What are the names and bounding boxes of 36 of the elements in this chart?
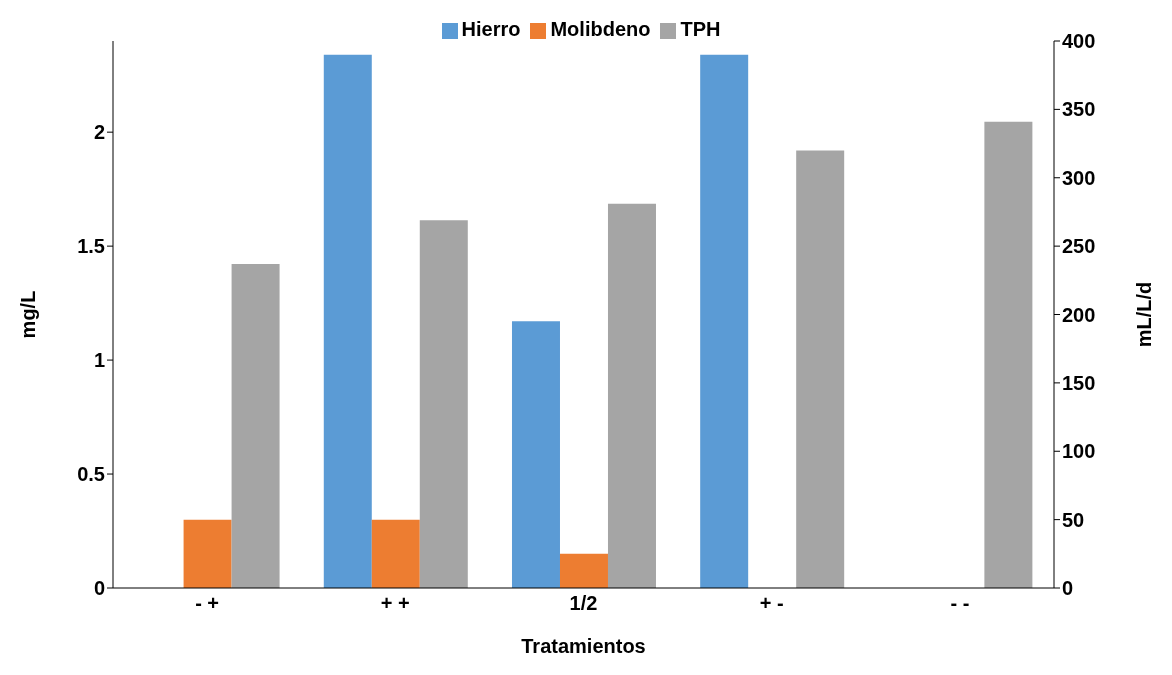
bar [231,263,280,588]
y2-tick-label: 100 [1062,440,1096,463]
x-tick-label: - + [195,592,220,615]
x-tick-label: + + [380,592,410,615]
legend-label: Hierro [461,18,521,40]
bar [323,54,372,588]
y2-tick-label: 200 [1062,303,1096,326]
bar [371,519,420,588]
y2-tick-label: 300 [1062,166,1096,189]
bar [984,121,1033,588]
legend-label: Molibdeno [550,18,651,40]
y2-tick-label: 0 [1062,577,1074,600]
bar [700,54,749,588]
x-tick-label: 1/2 [569,592,598,615]
y2-tick-label: 250 [1062,235,1096,258]
y2-axis-title: mL/L/d [1133,281,1156,348]
y2-tick-label: 50 [1062,508,1085,531]
y2-tick-label: 150 [1062,371,1096,394]
y2-tick-label: 400 [1062,30,1096,53]
bar [796,150,845,588]
x-tick-label: - - [950,592,970,615]
bar [419,220,468,588]
y-tick-label: 0 [93,577,105,600]
bar [183,519,232,588]
y2-tick-label: 350 [1062,98,1096,121]
x-axis-title: Tratamientos [521,635,646,657]
y-tick-label: 0.5 [77,463,105,486]
bar [511,321,560,588]
x-tick-label: + - [759,592,784,615]
y-tick-label: 1 [93,349,105,372]
y-tick-label: 1.5 [77,235,105,258]
legend-label: TPH [680,18,721,40]
y-tick-label: 2 [93,121,105,144]
bar [607,203,656,588]
bar [559,553,608,588]
y-axis-title: mg/L [17,290,40,339]
